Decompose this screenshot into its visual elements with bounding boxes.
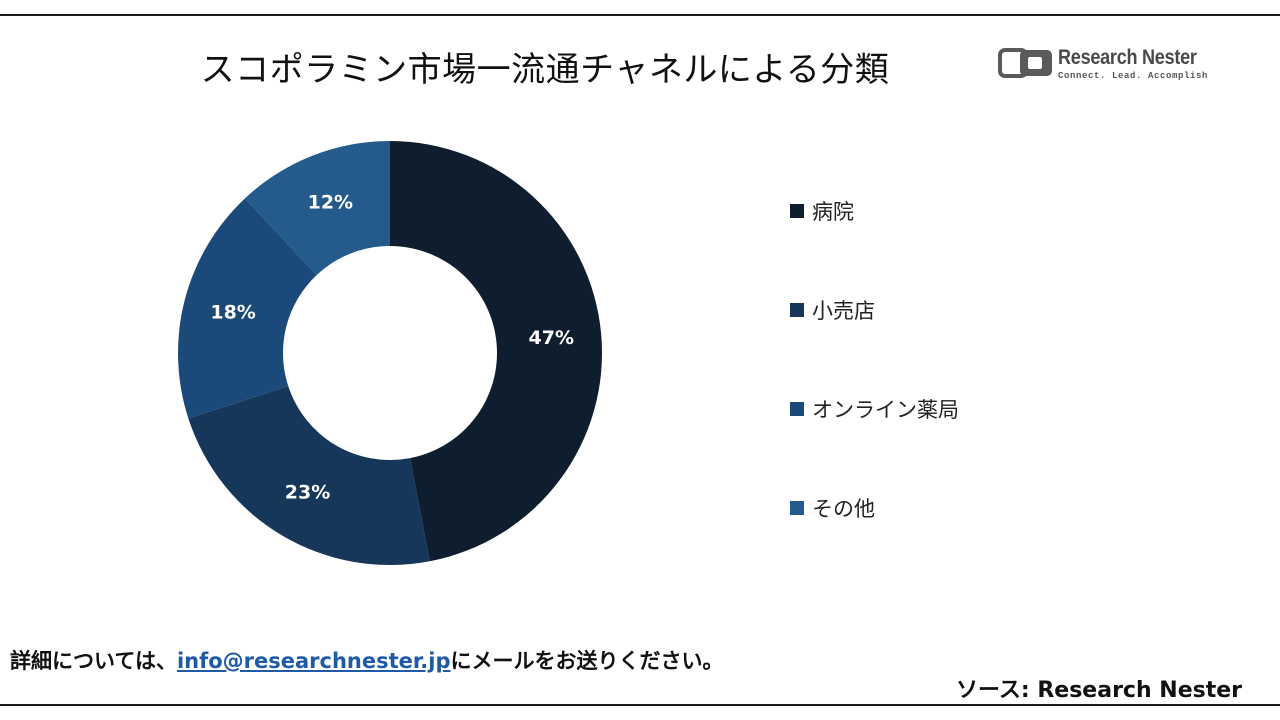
logo-tagline: Connect. Lead. Accomplish [1058,71,1209,81]
contact-note: 詳細については、info@researchnester.jpにメールをお送りくだ… [10,645,723,675]
donut-slice-0 [390,141,602,562]
legend-label: その他 [812,497,875,521]
bottom-rule [0,704,1280,706]
logo-name: Research Nester [1058,46,1197,69]
email-link[interactable]: info@researchnester.jp [176,649,451,673]
top-rule [0,14,1280,16]
slice-data-label-2: 18% [210,302,255,324]
legend-swatch [790,501,804,515]
legend-label: オンライン薬局 [812,398,959,422]
donut-slice-3 [244,141,390,276]
contact-suffix: にメールをお送りください。 [450,649,724,673]
legend-item-2: オンライン薬局 [790,396,959,422]
slice-data-label-0: 47% [529,327,574,349]
donut-slice-2 [178,198,317,419]
legend-label: 小売店 [812,299,875,323]
legend-label: 病院 [812,200,854,224]
legend-item-1: 小売店 [790,297,875,323]
legend-swatch [790,303,804,317]
source-text: ソース: Research Nester [955,678,1242,703]
logo-mark-icon [998,48,1052,78]
research-nester-logo: Research Nester Connect. Lead. Accomplis… [998,44,1228,84]
legend-item-0: 病院 [790,198,854,224]
slice-data-label-1: 23% [285,481,330,503]
legend-swatch [790,204,804,218]
slice-data-label-3: 12% [308,191,353,213]
chart-title: スコポラミン市場一流通チャネルによる分類 [200,50,890,90]
donut-slice-1 [188,386,430,565]
legend-swatch [790,402,804,416]
legend-item-3: その他 [790,495,875,521]
contact-prefix: 詳細については、 [10,649,177,673]
